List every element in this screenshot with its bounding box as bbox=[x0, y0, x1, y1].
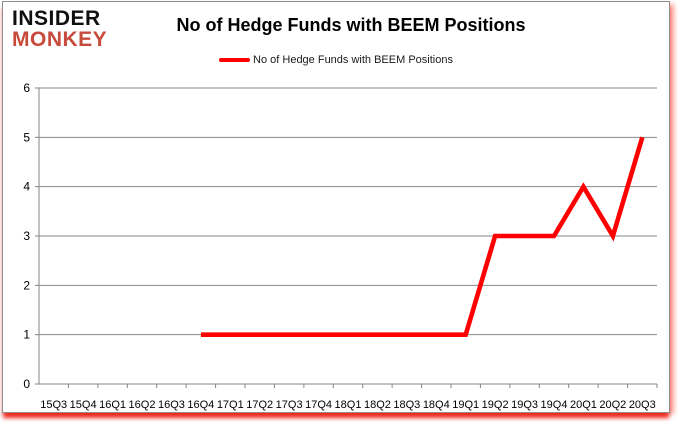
svg-text:15Q4: 15Q4 bbox=[70, 399, 97, 411]
svg-text:17Q2: 17Q2 bbox=[246, 399, 273, 411]
svg-text:1: 1 bbox=[23, 328, 30, 342]
svg-text:5: 5 bbox=[23, 130, 30, 144]
svg-text:18Q3: 18Q3 bbox=[393, 399, 420, 411]
svg-text:20Q2: 20Q2 bbox=[599, 399, 626, 411]
svg-text:16Q4: 16Q4 bbox=[187, 399, 214, 411]
svg-text:20Q1: 20Q1 bbox=[570, 399, 597, 411]
svg-text:6: 6 bbox=[23, 81, 30, 95]
svg-text:19Q1: 19Q1 bbox=[452, 399, 479, 411]
svg-text:17Q1: 17Q1 bbox=[217, 399, 244, 411]
svg-text:18Q4: 18Q4 bbox=[423, 399, 450, 411]
logo-monkey-text: MONKEY bbox=[12, 28, 108, 51]
insider-monkey-logo: INSIDER MONKEY bbox=[12, 8, 107, 50]
svg-text:0: 0 bbox=[23, 377, 30, 391]
chart-frame: INSIDER MONKEY No of Hedge Funds with BE… bbox=[2, 1, 670, 413]
svg-text:18Q1: 18Q1 bbox=[335, 399, 362, 411]
legend-line-swatch bbox=[219, 58, 251, 63]
legend: No of Hedge Funds with BEEM Positions bbox=[3, 54, 669, 66]
svg-text:17Q4: 17Q4 bbox=[305, 399, 332, 411]
svg-text:3: 3 bbox=[23, 229, 30, 243]
svg-text:15Q3: 15Q3 bbox=[40, 399, 67, 411]
svg-text:18Q2: 18Q2 bbox=[364, 399, 391, 411]
svg-text:19Q3: 19Q3 bbox=[511, 399, 538, 411]
svg-text:4: 4 bbox=[23, 180, 30, 194]
svg-text:16Q2: 16Q2 bbox=[129, 399, 156, 411]
legend-label: No of Hedge Funds with BEEM Positions bbox=[253, 54, 453, 67]
svg-text:16Q3: 16Q3 bbox=[158, 399, 185, 411]
svg-text:19Q4: 19Q4 bbox=[541, 399, 568, 411]
svg-text:20Q3: 20Q3 bbox=[629, 399, 656, 411]
chart-title: No of Hedge Funds with BEEM Positions bbox=[176, 15, 526, 35]
svg-text:17Q3: 17Q3 bbox=[276, 399, 303, 411]
svg-text:2: 2 bbox=[23, 278, 30, 292]
svg-text:16Q1: 16Q1 bbox=[99, 399, 126, 411]
svg-text:19Q2: 19Q2 bbox=[482, 399, 509, 411]
logo-insider-text: INSIDER bbox=[12, 7, 101, 30]
